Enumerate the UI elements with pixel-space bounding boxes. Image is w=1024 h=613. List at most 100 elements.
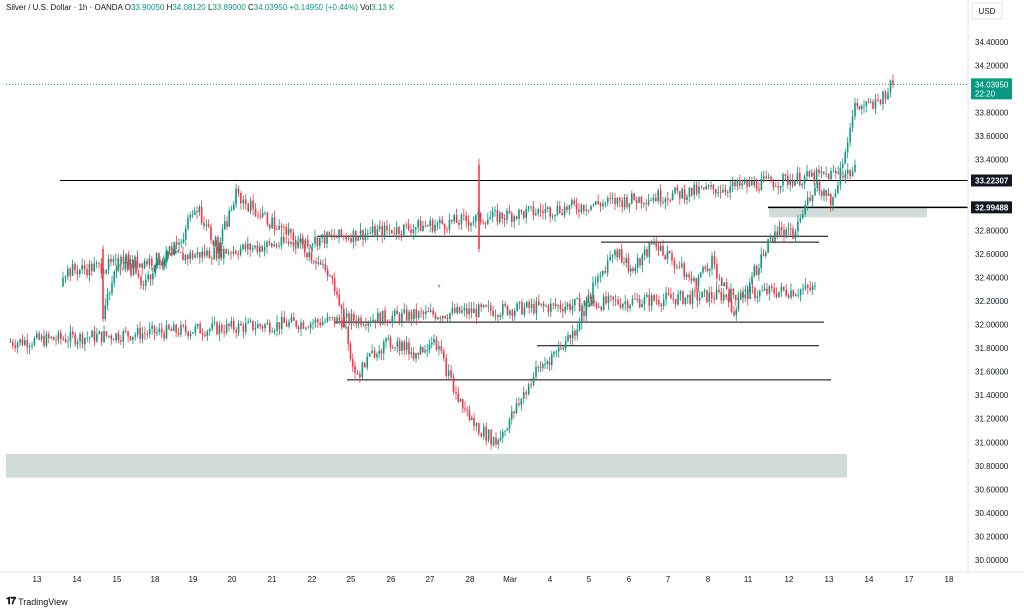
candle-body <box>806 197 809 205</box>
candle-body <box>576 329 579 336</box>
candle-body <box>439 317 442 319</box>
candle-body <box>321 234 323 238</box>
candle-body <box>501 431 504 438</box>
price-scale[interactable]: USD <box>967 0 1003 572</box>
candle-body <box>785 229 788 238</box>
candle-body <box>396 310 398 315</box>
candle-body <box>614 299 617 301</box>
candle-body <box>618 249 621 258</box>
candle-body <box>619 304 622 308</box>
candle-body <box>766 288 768 294</box>
candle-body <box>562 348 565 350</box>
candle-body <box>427 225 429 227</box>
currency-label[interactable]: USD <box>979 7 996 16</box>
candle-body <box>331 317 334 319</box>
candle-body <box>827 193 830 196</box>
candle-body <box>717 191 719 194</box>
candle-body <box>196 211 198 213</box>
candle-body <box>470 222 472 226</box>
candle-body <box>484 223 487 225</box>
candle-body <box>691 290 694 304</box>
candle-body <box>251 247 254 250</box>
candle-body <box>518 403 520 406</box>
candle-body <box>801 183 803 186</box>
y-tick-label: 32.60000 <box>975 250 1009 259</box>
candle-body <box>453 308 456 313</box>
candle-body <box>244 322 247 332</box>
candle-body <box>72 331 74 335</box>
candle-body <box>292 232 295 240</box>
candle-body <box>513 411 515 414</box>
candle-body <box>791 180 794 186</box>
candle-body <box>559 206 561 213</box>
candle-body <box>141 263 143 269</box>
candle-body <box>247 204 250 212</box>
candle-body <box>213 322 216 324</box>
brand-footer[interactable]: 𝟏𝟕 TradingView <box>6 596 68 607</box>
candle-body <box>749 286 751 300</box>
candle-body <box>410 311 413 320</box>
x-tick-label: 15 <box>113 575 122 584</box>
candle-body <box>487 219 489 225</box>
candle-body <box>437 317 439 320</box>
candle-body <box>453 215 455 222</box>
candle-body <box>775 293 778 297</box>
candle-body <box>393 310 396 317</box>
candle-body <box>100 263 103 274</box>
candle-body <box>611 197 614 199</box>
candle-body <box>69 331 72 342</box>
candle-body <box>280 225 283 228</box>
candle-body <box>879 100 882 105</box>
candle-body <box>309 323 312 328</box>
candle-body <box>189 252 191 259</box>
candle-body <box>84 337 86 345</box>
open-value: 33.90050 <box>130 3 165 12</box>
candle-body <box>809 287 811 290</box>
candle-body <box>479 212 482 223</box>
candle-body <box>530 206 532 208</box>
candle-body <box>367 233 369 234</box>
candle-body <box>386 225 388 231</box>
candle-body <box>14 345 17 348</box>
candle-body <box>623 197 626 208</box>
candle-body <box>501 212 503 219</box>
candle-body <box>499 437 502 440</box>
symbol-title[interactable]: Silver / U.S. Dollar · 1h · OANDA <box>6 3 123 12</box>
candle-body <box>595 303 598 308</box>
candle-body <box>739 292 742 300</box>
candle-body <box>722 294 725 301</box>
candle-body <box>769 237 772 240</box>
candle-body <box>216 322 218 335</box>
candle-body <box>377 312 379 324</box>
candle-body <box>226 221 228 227</box>
x-tick-label: 14 <box>865 575 874 584</box>
candle-body <box>701 291 703 298</box>
candle-body <box>516 303 518 311</box>
candle-body <box>19 339 21 343</box>
candle-body <box>525 392 528 395</box>
candle-body <box>76 341 79 345</box>
candle-body <box>639 258 641 266</box>
candle-body <box>560 347 562 349</box>
candle-body <box>797 221 799 232</box>
candle-body <box>376 354 378 358</box>
candle-body <box>494 315 497 317</box>
x-tick-label: 7 <box>666 575 671 584</box>
candle-body <box>718 289 720 293</box>
candle-body <box>487 429 490 441</box>
candle-body <box>713 298 715 300</box>
candle-body <box>751 286 754 289</box>
candle-body <box>480 304 482 308</box>
candle-body <box>854 164 856 172</box>
candle-body <box>124 331 127 333</box>
candle-body <box>730 288 732 302</box>
candle-body <box>212 240 215 246</box>
candle-body <box>816 181 819 188</box>
candle-body <box>208 250 211 259</box>
candle-body <box>504 304 506 306</box>
candle-body <box>405 309 408 321</box>
candle-body <box>655 241 658 247</box>
candle-body <box>135 265 137 273</box>
candle-body <box>223 331 225 333</box>
